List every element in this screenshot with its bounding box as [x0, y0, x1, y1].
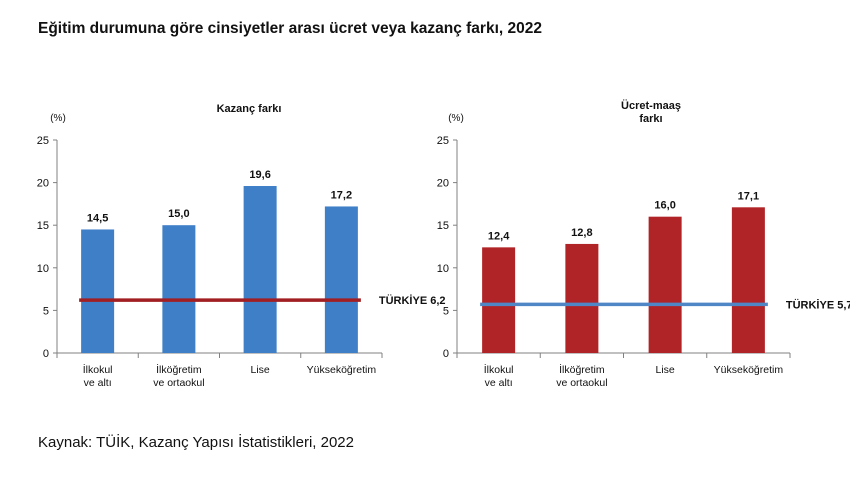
- chart2-category-label: ve ortaokul: [556, 377, 607, 389]
- chart1-category-label: Lise: [250, 364, 269, 376]
- chart1-title-line: Kazanç farkı: [217, 103, 282, 115]
- chart2-category-label: İlköğretim: [559, 363, 605, 376]
- chart1-value-label: 14,5: [87, 212, 108, 224]
- chart2-bar: [482, 247, 516, 353]
- chart1-y-tick-label: 25: [37, 135, 49, 147]
- page-title: Eğitim durumuna göre cinsiyetler arası ü…: [38, 20, 542, 37]
- chart1-category-label: ve ortaokul: [153, 377, 204, 389]
- chart1-category-label: İlköğretim: [156, 363, 202, 376]
- chart2-bar: [731, 207, 765, 353]
- chart2-title-line: Ücret-maaş: [621, 99, 681, 112]
- chart1-value-label: 15,0: [168, 208, 189, 220]
- chart2-category-label: İlkokul: [484, 363, 514, 376]
- chart1-y-tick-label: 15: [37, 220, 49, 232]
- chart2-y-tick-label: 25: [437, 135, 449, 147]
- chart2-bar: [565, 243, 599, 353]
- chart1-category-label: ve altı: [84, 377, 112, 389]
- chart1-y-tick-label: 10: [37, 263, 49, 275]
- chart1-y-tick-label: 5: [43, 305, 49, 317]
- chart2-y-tick-label: 5: [443, 305, 449, 317]
- chart1-value-label: 19,6: [249, 169, 270, 181]
- chart2-y-tick-label: 20: [437, 178, 449, 190]
- chart1-bar: [243, 186, 277, 353]
- chart2-y-unit-label: (%): [448, 113, 464, 124]
- chart2-value-label: 12,4: [488, 230, 510, 242]
- chart1-bar: [162, 225, 196, 353]
- chart1-category-label: Yükseköğretim: [307, 364, 377, 376]
- chart2-y-tick-label: 15: [437, 220, 449, 232]
- chart2-bar: [648, 216, 682, 353]
- chart1-bar: [324, 206, 358, 353]
- chart2-value-label: 17,1: [738, 190, 759, 202]
- chart2-category-label: Lise: [655, 364, 674, 376]
- chart2-y-tick-label: 0: [443, 348, 449, 360]
- chart2-category-label: ve altı: [485, 377, 513, 389]
- chart1-y-tick-label: 0: [43, 348, 49, 360]
- chart2-reference-label: TÜRKİYE 5,7: [786, 298, 850, 311]
- chart2-category-label: Yükseköğretim: [714, 364, 784, 376]
- chart1-reference-label: TÜRKİYE 6,2: [379, 294, 446, 307]
- chart1-bar: [81, 229, 115, 353]
- source-note: Kaynak: TÜİK, Kazanç Yapısı İstatistikle…: [38, 434, 354, 451]
- chart1-category-label: İlkokul: [83, 363, 113, 376]
- chart2-value-label: 16,0: [654, 200, 675, 212]
- chart2-value-label: 12,8: [571, 227, 592, 239]
- chart1-y-tick-label: 20: [37, 178, 49, 190]
- chart2-y-tick-label: 10: [437, 263, 449, 275]
- chart1-y-unit-label: (%): [50, 113, 66, 124]
- chart1-value-label: 17,2: [331, 189, 352, 201]
- chart2-title-line: farkı: [639, 113, 662, 125]
